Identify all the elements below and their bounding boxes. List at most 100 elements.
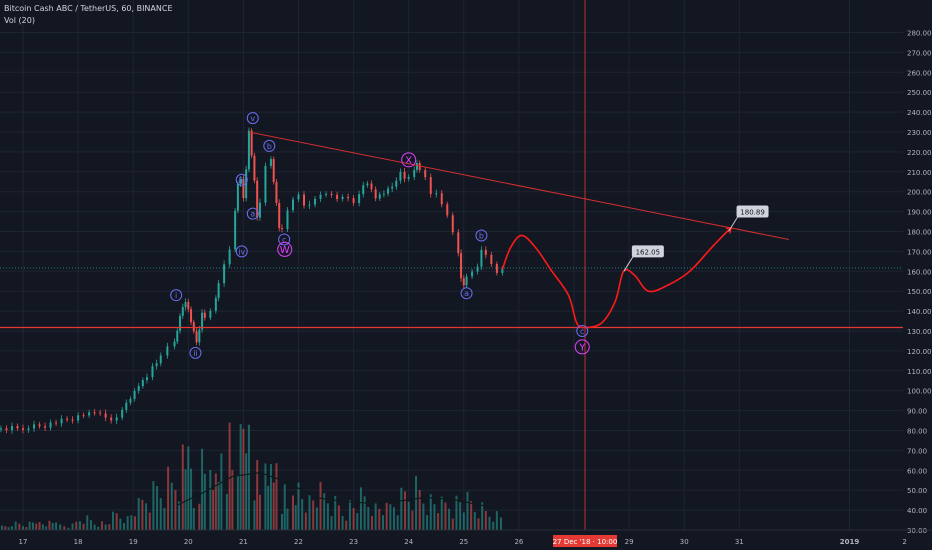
volume-bar — [433, 504, 436, 530]
candle-body — [82, 415, 85, 417]
volume-bar — [258, 494, 261, 530]
candle-body — [38, 424, 41, 427]
volume-bar — [422, 503, 425, 530]
candle-body — [22, 428, 24, 430]
volume-bar — [337, 505, 340, 530]
candle-body — [480, 249, 483, 267]
volume-bar — [330, 516, 333, 530]
candle-body — [297, 194, 300, 200]
candle-body — [203, 312, 206, 318]
candle-body — [399, 171, 402, 181]
volume-bar — [93, 524, 96, 530]
volume-bar — [315, 507, 318, 530]
candle-body — [465, 276, 468, 286]
volume-bar — [297, 482, 300, 530]
candle-body — [71, 419, 74, 421]
volume-bar — [385, 502, 388, 530]
volume-bar — [312, 500, 315, 530]
candle-body — [258, 202, 261, 218]
candle-body — [490, 254, 493, 264]
volume-bar — [236, 474, 239, 530]
volume-bar — [108, 524, 111, 530]
wave-label-text: W — [280, 245, 290, 256]
wave-label-text: b — [267, 142, 272, 151]
candle-body — [66, 418, 69, 420]
volume-bar — [334, 495, 337, 530]
candle-body — [214, 297, 217, 311]
y-tick-label: 70.00 — [907, 447, 927, 455]
candle-body — [366, 183, 369, 186]
candle-body — [198, 329, 201, 343]
volume-bar — [41, 524, 44, 530]
candle-body — [192, 322, 195, 332]
x-tick-label: 19 — [129, 538, 138, 546]
volume-bar — [484, 511, 487, 530]
volume-bar — [231, 469, 234, 530]
volume-bar — [48, 520, 51, 530]
volume-bar — [473, 512, 476, 530]
volume-bar — [10, 526, 13, 530]
y-tick-label: 280.00 — [907, 30, 932, 38]
y-tick-label: 170.00 — [907, 248, 932, 256]
candle-body — [115, 417, 118, 421]
y-tick-label: 130.00 — [907, 328, 932, 336]
candle-body — [395, 180, 398, 187]
candle-body — [256, 180, 259, 218]
candle-body — [236, 184, 239, 211]
volume-bar — [440, 496, 443, 530]
volume-bar — [301, 499, 304, 530]
x-tick-label: 31 — [735, 538, 744, 546]
volume-bar — [38, 522, 41, 530]
resistance-trendline — [248, 131, 789, 240]
y-tick-label: 80.00 — [907, 428, 927, 436]
volume-bar — [352, 507, 355, 530]
y-tick-label: 230.00 — [907, 129, 932, 137]
volume-bar — [51, 522, 54, 530]
candle-body — [358, 194, 361, 204]
candle-body — [272, 159, 275, 183]
y-tick-label: 270.00 — [907, 49, 932, 57]
candle-body — [460, 253, 463, 279]
volume-bar — [269, 464, 272, 530]
candle-body — [362, 185, 365, 195]
candle-body — [55, 422, 58, 424]
volume-bar — [367, 507, 370, 530]
candle-body — [137, 386, 140, 391]
volume-bar — [319, 481, 322, 530]
y-tick-label: 240.00 — [907, 109, 932, 117]
candle-body — [341, 196, 344, 200]
volume-bar — [100, 521, 103, 530]
volume-bar — [242, 428, 245, 530]
candle-body — [253, 155, 256, 181]
cursor-date-tag — [553, 535, 618, 547]
candle-body — [99, 412, 102, 414]
y-tick-label: 200.00 — [907, 189, 932, 197]
candle-body — [223, 264, 226, 284]
candle-body — [495, 263, 498, 274]
x-tick-label: 25 — [459, 538, 468, 546]
chart-grid — [0, 0, 906, 531]
candle-body — [179, 315, 182, 331]
volume-bar — [163, 507, 166, 530]
volume-bar — [178, 501, 181, 530]
volume-bar — [198, 503, 201, 530]
volume-bar — [123, 523, 126, 530]
volume-bar — [82, 523, 85, 530]
callout-label: 180.89 — [740, 209, 765, 217]
volume-bar — [71, 523, 74, 530]
candle-body — [462, 278, 465, 286]
x-tick-label: 22 — [294, 538, 303, 546]
volume-bar — [35, 523, 38, 530]
volume-bar — [212, 490, 215, 530]
candle-body — [451, 215, 454, 233]
candle-body — [44, 426, 47, 428]
wave-label-circle — [475, 229, 488, 242]
volume-bar — [203, 473, 206, 530]
wave-label-circle — [401, 152, 417, 168]
volume-bar — [247, 424, 250, 530]
wave-label-circle — [189, 346, 202, 359]
volume-bar — [174, 489, 177, 530]
volume-bar — [253, 500, 256, 530]
volume-bar — [272, 482, 275, 530]
